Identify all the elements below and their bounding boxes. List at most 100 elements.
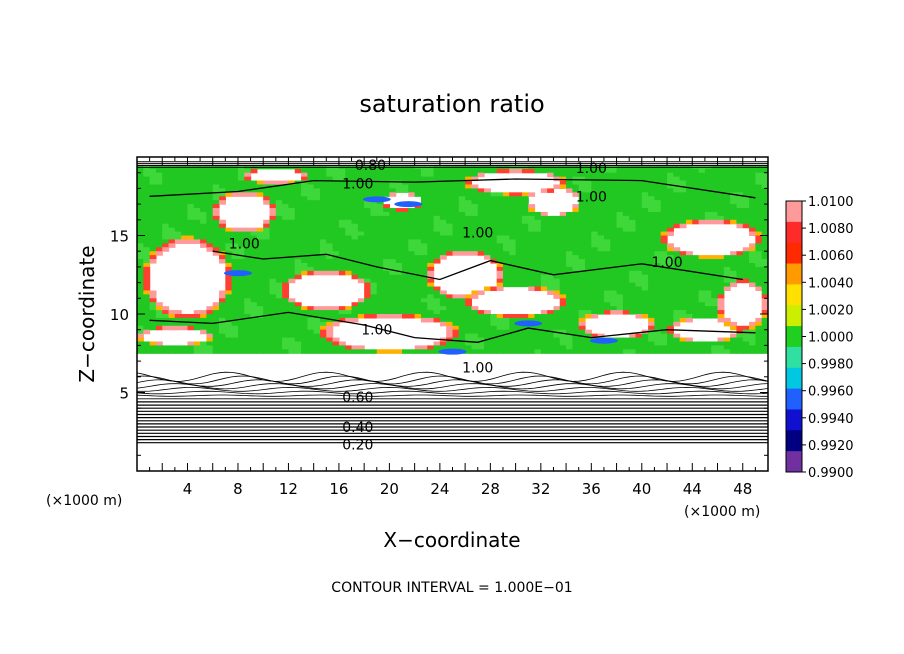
field-cell <box>244 274 252 280</box>
field-cell <box>742 341 750 346</box>
colorbar-label: 1.0060 <box>808 249 854 264</box>
field-cell <box>585 282 592 288</box>
field-cell <box>155 188 163 193</box>
field-cell <box>521 337 529 343</box>
field-cell <box>502 325 510 331</box>
field-cell <box>585 176 592 182</box>
field-cell <box>370 200 378 205</box>
field-cell <box>376 255 384 260</box>
field-cell <box>610 184 618 189</box>
field-cell <box>528 235 536 241</box>
field-cell <box>585 192 592 197</box>
colorbar-swatch <box>786 326 802 348</box>
field-cell <box>465 337 473 343</box>
field-cell <box>256 247 264 252</box>
field-cell <box>578 251 586 256</box>
field-cell <box>673 200 681 205</box>
field-cell <box>370 227 378 233</box>
field-cell <box>477 325 485 331</box>
field-cell <box>162 231 170 237</box>
field-cell <box>597 243 605 248</box>
field-cell <box>559 223 567 229</box>
field-cell <box>547 290 555 295</box>
field-cell <box>610 259 618 264</box>
field-cell <box>698 306 706 311</box>
field-cell <box>635 294 643 299</box>
field-cell <box>521 215 529 221</box>
field-cell <box>288 278 296 284</box>
field-cell <box>187 204 195 209</box>
field-cell <box>275 262 283 268</box>
field-cell <box>219 333 226 339</box>
field-cell <box>515 325 523 331</box>
field-cell <box>433 239 441 244</box>
field-cell <box>484 243 491 248</box>
field-cell <box>749 215 756 221</box>
field-cell <box>282 188 290 193</box>
field-cell <box>730 196 738 201</box>
field-cell <box>307 333 315 339</box>
field-cell <box>275 321 283 327</box>
field-cell <box>540 321 548 327</box>
field-cell <box>673 317 681 323</box>
field-cell <box>660 329 668 335</box>
field-cell <box>616 274 624 280</box>
field-cell <box>755 184 763 189</box>
field-cell <box>294 333 302 339</box>
field-cell <box>427 266 435 272</box>
field-cell <box>610 204 618 209</box>
field-cell <box>685 306 693 311</box>
field-cell <box>509 278 517 284</box>
field-cell <box>534 215 542 221</box>
field-cell <box>149 294 157 299</box>
field-cell <box>370 188 378 193</box>
x-tick-label: 44 <box>683 480 702 498</box>
field-cell <box>143 239 151 244</box>
field-cell <box>446 188 454 193</box>
field-cell <box>477 239 485 244</box>
field-cell <box>402 168 409 174</box>
field-cell <box>730 270 738 276</box>
field-cell <box>673 255 681 260</box>
field-cell <box>149 310 157 315</box>
field-cell <box>641 266 649 272</box>
field-cell <box>484 200 491 205</box>
field-cell <box>143 223 151 229</box>
field-cell <box>149 302 157 307</box>
field-cell <box>263 227 271 233</box>
field-cell <box>231 294 239 299</box>
field-cell <box>383 180 390 186</box>
field-cell <box>402 211 409 217</box>
field-cell <box>654 325 662 331</box>
field-cell <box>679 290 687 295</box>
field-cell <box>761 274 768 280</box>
field-cell <box>294 259 302 264</box>
field-cell <box>263 247 271 252</box>
field-cell <box>237 255 245 260</box>
field-cell <box>294 247 302 252</box>
field-cell <box>667 302 674 307</box>
field-cell <box>168 204 176 209</box>
field-cell <box>162 184 170 189</box>
field-cell <box>187 168 195 174</box>
field-cell <box>383 204 390 209</box>
field-cell <box>755 286 763 292</box>
field-cell <box>357 200 365 205</box>
field-cell <box>685 172 693 178</box>
field-patch-low <box>514 320 543 327</box>
field-cell <box>313 184 321 189</box>
field-cell <box>660 349 668 354</box>
field-cell <box>263 294 271 299</box>
field-cell <box>332 247 340 252</box>
field-cell <box>667 255 674 260</box>
field-cell <box>685 208 693 213</box>
field-cell <box>351 310 359 315</box>
field-cell <box>219 302 226 307</box>
field-cell <box>143 168 151 174</box>
field-cell <box>137 239 144 244</box>
field-cell <box>256 255 264 260</box>
field-cell <box>572 247 580 252</box>
field-cell <box>319 184 327 189</box>
field-cell <box>250 294 258 299</box>
field-cell <box>137 204 144 209</box>
